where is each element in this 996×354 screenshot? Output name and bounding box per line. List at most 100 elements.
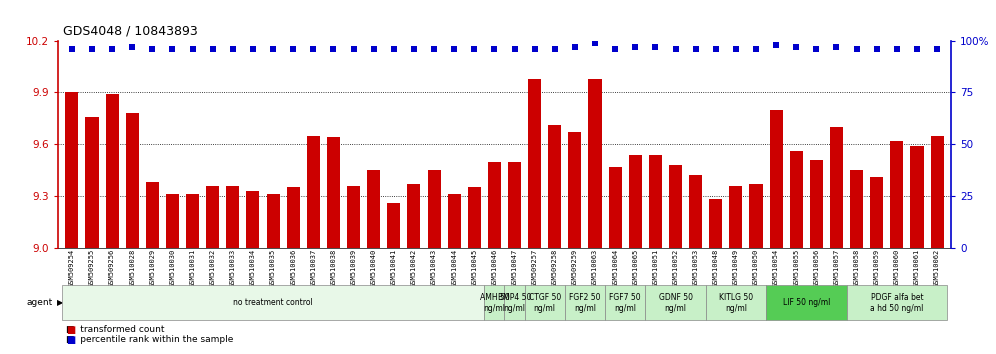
Bar — [368, 170, 380, 248]
Point — [64, 46, 80, 52]
Point — [547, 46, 563, 52]
Point — [527, 46, 543, 52]
Point — [366, 46, 381, 52]
Bar — [628, 155, 641, 248]
Bar — [669, 165, 682, 248]
Bar — [407, 184, 420, 248]
Text: GDS4048 / 10843893: GDS4048 / 10843893 — [63, 24, 197, 37]
Bar — [508, 161, 521, 248]
Bar — [589, 79, 602, 248]
Point — [84, 46, 100, 52]
Point — [205, 46, 221, 52]
Bar — [125, 113, 138, 248]
Bar — [770, 110, 783, 248]
Bar — [609, 167, 622, 248]
Bar — [347, 185, 361, 248]
Point — [265, 46, 281, 52]
Point — [909, 46, 925, 52]
Bar — [447, 194, 461, 248]
Point — [708, 46, 724, 52]
Point — [184, 46, 200, 52]
Point — [647, 44, 663, 50]
Bar — [910, 146, 923, 248]
Point — [245, 46, 261, 52]
Text: PDGF alfa bet
a hd 50 ng/ml: PDGF alfa bet a hd 50 ng/ml — [871, 293, 923, 313]
Bar — [890, 141, 903, 248]
Text: ▶: ▶ — [57, 298, 64, 307]
Point — [306, 46, 322, 52]
Bar — [830, 127, 843, 248]
Point — [608, 46, 623, 52]
Bar — [689, 175, 702, 248]
Bar — [206, 185, 219, 248]
Bar — [145, 182, 159, 248]
Point — [888, 46, 904, 52]
Point — [326, 46, 342, 52]
Point — [164, 46, 180, 52]
Point — [124, 44, 140, 50]
Bar — [186, 194, 199, 248]
Bar — [709, 200, 722, 248]
Point — [667, 46, 683, 52]
Point — [446, 46, 462, 52]
Text: FGF2 50
ng/ml: FGF2 50 ng/ml — [569, 293, 601, 313]
Text: no treatment control: no treatment control — [233, 298, 313, 307]
Text: LIF 50 ng/ml: LIF 50 ng/ml — [783, 298, 830, 307]
Bar — [166, 194, 179, 248]
Bar — [810, 160, 823, 248]
Bar — [287, 187, 300, 248]
Text: KITLG 50
ng/ml: KITLG 50 ng/ml — [719, 293, 753, 313]
Point — [829, 44, 845, 50]
Text: ■: ■ — [66, 325, 75, 335]
Bar — [468, 187, 481, 248]
Bar — [387, 203, 400, 248]
Bar — [871, 177, 883, 248]
Bar — [648, 155, 662, 248]
Bar — [749, 184, 763, 248]
Text: AMH 50
ng/ml: AMH 50 ng/ml — [479, 293, 509, 313]
Point — [627, 44, 643, 50]
Point — [225, 46, 241, 52]
Text: BMP4 50
ng/ml: BMP4 50 ng/ml — [498, 293, 531, 313]
Bar — [548, 125, 562, 248]
Point — [728, 46, 744, 52]
Bar — [488, 161, 501, 248]
Point — [466, 46, 482, 52]
Bar — [307, 136, 320, 248]
Bar — [246, 191, 260, 248]
Bar — [850, 170, 864, 248]
Bar — [86, 116, 99, 248]
Text: CTGF 50
ng/ml: CTGF 50 ng/ml — [529, 293, 561, 313]
Point — [507, 46, 523, 52]
Bar — [729, 185, 742, 248]
Point — [144, 46, 160, 52]
Bar — [106, 94, 119, 248]
Point — [788, 44, 804, 50]
Bar — [226, 185, 239, 248]
Bar — [528, 79, 541, 248]
Point — [385, 46, 401, 52]
Point — [687, 46, 703, 52]
Point — [486, 46, 502, 52]
Point — [567, 44, 583, 50]
Point — [849, 46, 865, 52]
Point — [768, 42, 784, 48]
Bar — [569, 132, 582, 248]
Bar — [790, 151, 803, 248]
Bar — [327, 137, 340, 248]
Bar — [66, 92, 79, 248]
Point — [346, 46, 362, 52]
Point — [748, 46, 764, 52]
Bar — [267, 194, 280, 248]
Text: ■  transformed count: ■ transformed count — [66, 325, 164, 335]
Bar — [930, 136, 943, 248]
Point — [105, 46, 121, 52]
Point — [426, 46, 442, 52]
Bar — [427, 170, 440, 248]
Point — [809, 46, 825, 52]
Point — [869, 46, 884, 52]
Point — [929, 46, 945, 52]
Point — [285, 46, 301, 52]
Text: GDNF 50
ng/ml: GDNF 50 ng/ml — [658, 293, 692, 313]
Point — [406, 46, 422, 52]
